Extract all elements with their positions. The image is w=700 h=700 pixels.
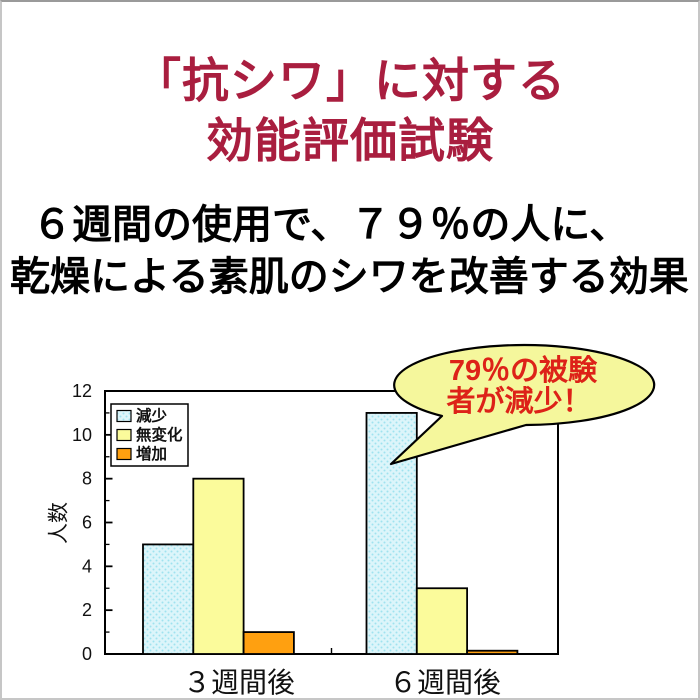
y-tick-label: 12 — [72, 381, 92, 401]
legend-label-無変化: 無変化 — [136, 425, 183, 444]
legend-swatch-無変化 — [116, 428, 132, 442]
y-tick-label: 2 — [82, 600, 92, 620]
legend-label-減少: 減少 — [136, 406, 168, 425]
subtitle-line1: ６週間の使用で、７９％の人に、 — [32, 203, 630, 247]
y-tick-label: 10 — [72, 425, 92, 445]
bar-減少-３週間後 — [142, 543, 195, 655]
legend-swatch-増加 — [116, 447, 132, 461]
page-title-line2: 効能評価試験 — [206, 114, 494, 167]
bar-無変化-３週間後 — [192, 477, 245, 655]
y-tick-label: 8 — [82, 469, 92, 489]
legend-swatch-減少 — [116, 409, 132, 423]
speech-bubble-text-line2: 者が減少！ — [446, 384, 591, 418]
x-tick-label: ６週間後 — [389, 667, 501, 698]
bar-増加-３週間後 — [242, 631, 295, 655]
y-tick-label: 0 — [82, 644, 92, 664]
x-tick-label: ３週間後 — [183, 667, 295, 698]
y-axis-title: 人数 — [48, 502, 71, 544]
y-tick-label: 6 — [82, 513, 92, 533]
bar-無変化-６週間後 — [415, 587, 468, 655]
speech-bubble — [389, 343, 656, 466]
legend-label-増加: 増加 — [136, 444, 167, 463]
bar-増加-６週間後 — [466, 649, 519, 655]
speech-bubble-text-line1: 79％の被験 — [449, 354, 598, 387]
y-tick-label: 4 — [82, 556, 92, 576]
subtitle-line2: 乾燥による素肌のシワを改善する効果 — [10, 255, 689, 299]
page-title-line1: 「抗シワ」に対する — [134, 54, 566, 107]
